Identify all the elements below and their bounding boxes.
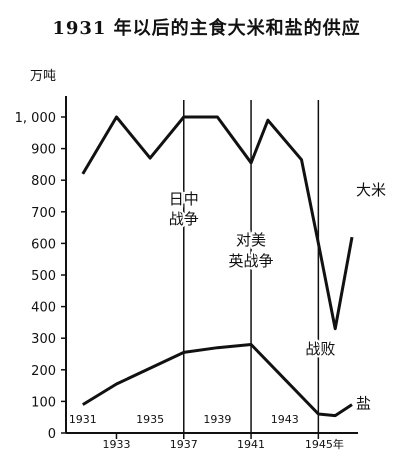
- x-tick-label-bottom: 1937: [170, 438, 198, 451]
- chart-title: 1931 年以后的主食大米和盐的供应: [52, 18, 361, 39]
- series-line-1: [82, 343, 353, 418]
- y-tick-label: 600: [31, 237, 56, 252]
- x-tick-label-top: 1931: [69, 413, 97, 426]
- y-tick-label: 300: [31, 332, 56, 347]
- x-tick-label-bottom: 1945年: [305, 437, 344, 451]
- y-tick-label: 700: [31, 206, 56, 221]
- y-tick-label: 100: [31, 395, 56, 410]
- event-label: 战争: [169, 210, 199, 228]
- event-label: 英战争: [229, 252, 274, 270]
- event-label: 战败: [305, 340, 335, 358]
- event-label: 对美: [236, 231, 266, 249]
- y-unit-label: 万吨: [30, 69, 56, 84]
- y-tick-label: 800: [31, 174, 56, 189]
- series-line-0: [81, 115, 354, 331]
- series-label-0: 大米: [356, 181, 386, 199]
- y-tick-label: 200: [31, 364, 56, 379]
- x-tick-label-top: 1943: [271, 413, 299, 426]
- y-tick-label: 1, 000: [15, 111, 56, 126]
- x-tick-label-bottom: 1933: [102, 438, 130, 451]
- event-label: 日中: [169, 190, 199, 208]
- x-tick-label-top: 1935: [136, 413, 164, 426]
- y-tick-label: 0: [48, 427, 56, 442]
- series-label-1: 盐: [356, 395, 371, 413]
- x-tick-label-top: 1939: [203, 413, 231, 426]
- y-tick-label: 400: [31, 301, 56, 316]
- y-tick-label: 900: [31, 143, 56, 158]
- x-tick-label-bottom: 1941: [237, 438, 265, 451]
- y-tick-label: 500: [31, 269, 56, 284]
